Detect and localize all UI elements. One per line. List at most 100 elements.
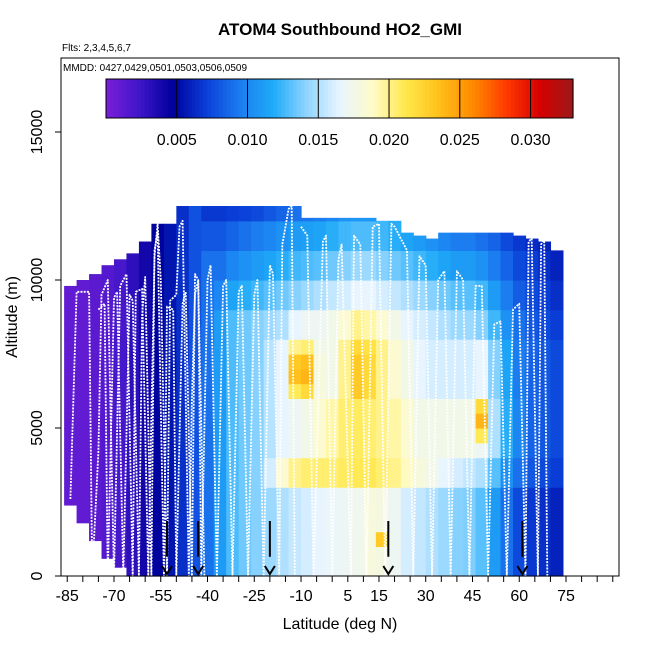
heatmap-cell: [76, 294, 90, 311]
heatmap-cell: [463, 250, 477, 266]
heatmap-cell: [537, 516, 552, 533]
heatmap-cell: [126, 265, 140, 281]
colorbar-segment: [203, 79, 208, 118]
heatmap-cell: [325, 398, 340, 414]
heatmap-cell: [64, 309, 78, 325]
heatmap-cell: [76, 383, 90, 399]
heatmap-cell: [388, 502, 402, 518]
heatmap-cell: [89, 487, 103, 503]
heatmap-cell: [263, 294, 277, 311]
heatmap-cell: [463, 354, 477, 370]
colorbar-segment: [355, 79, 360, 118]
colorbar-segment: [183, 79, 189, 118]
heatmap-cell: [64, 442, 78, 459]
colorbar-segment: [421, 79, 426, 118]
heatmap-cell: [301, 309, 315, 325]
heatmap-cell: [238, 265, 252, 281]
heatmap-cell: [475, 502, 489, 518]
flight-track-line: [97, 231, 206, 577]
heatmap-cell: [388, 413, 402, 429]
colorbar-segment: [553, 79, 559, 118]
heatmap-cell: [375, 368, 389, 385]
heatmap-cell: [413, 368, 427, 385]
heatmap-cell: [350, 398, 364, 414]
heatmap-cell: [500, 442, 514, 459]
heatmap-cell: [388, 368, 402, 385]
heatmap-cell: [213, 265, 227, 281]
heatmap-cell: [163, 428, 177, 444]
heatmap-cell: [263, 354, 277, 370]
heatmap-cell: [226, 235, 240, 251]
heatmap-cell: [76, 413, 90, 429]
x-tick-label: -25: [243, 588, 266, 605]
heatmap-cell: [226, 339, 240, 355]
heatmap-cell: [301, 398, 315, 414]
colorbar-segment: [109, 79, 115, 118]
flight-track-line: [300, 222, 549, 577]
heatmap-cell: [288, 354, 302, 370]
heatmap-cell: [450, 413, 464, 429]
heatmap-cell: [438, 294, 452, 311]
colorbar-segment: [456, 79, 461, 118]
colorbar-segment: [113, 79, 119, 118]
heatmap-cell: [475, 309, 489, 325]
arrow-head: [382, 565, 395, 576]
heatmap-cell: [413, 487, 427, 503]
heatmap-cell: [550, 339, 564, 355]
heatmap-cell: [375, 561, 389, 577]
colorbar-segment: [230, 79, 236, 118]
heatmap-cell: [76, 354, 90, 370]
heatmap-cell: [64, 368, 78, 385]
heatmap-cell: [238, 383, 252, 399]
heatmap-cell: [400, 309, 414, 325]
heatmap-cell: [238, 354, 252, 370]
heatmap-cell: [176, 487, 190, 503]
heatmap-cell: [113, 561, 128, 568]
heatmap-cell: [64, 324, 78, 340]
heatmap-cell: [438, 324, 452, 340]
colorbar-segment: [386, 79, 391, 118]
heatmap-cell: [537, 487, 552, 503]
heatmap-cell: [375, 472, 389, 488]
colorbar-segment: [557, 79, 562, 118]
colorbar: [105, 78, 574, 119]
heatmap-cell: [76, 339, 90, 355]
y-tick-label: 5000: [29, 410, 46, 446]
heatmap-cell: [201, 561, 215, 577]
heatmap-cell: [475, 339, 489, 355]
x-tick-label: -10: [289, 588, 312, 605]
heatmap-cell: [375, 442, 389, 459]
heatmap-cell: [276, 309, 290, 325]
heatmap-cell: [550, 383, 564, 399]
heatmap-cell: [263, 220, 277, 237]
heatmap-cell: [251, 546, 265, 562]
heatmap-cell: [388, 531, 402, 547]
heatmap-cell: [313, 561, 327, 577]
heatmap-cell: [475, 232, 489, 237]
colorbar-segment: [222, 79, 228, 118]
colorbar-segment: [226, 79, 232, 118]
heatmap-cell: [213, 309, 227, 325]
colorbar-segment: [545, 79, 551, 118]
colorbar-segment: [168, 79, 173, 118]
heatmap-cell: [338, 442, 352, 459]
colorbar-segment: [537, 79, 543, 118]
heatmap-cell: [363, 442, 377, 459]
heatmap-cell: [151, 561, 165, 577]
heatmap-cell: [450, 502, 464, 518]
heatmap-cell: [475, 546, 489, 562]
heatmap-cell: [301, 531, 315, 547]
heatmap-cell: [338, 250, 352, 266]
heatmap-cell: [525, 561, 539, 577]
heatmap-cell: [301, 502, 315, 518]
colorbar-tick-label: 0.010: [227, 132, 267, 149]
heatmap-cell: [213, 398, 227, 414]
heatmap-cell: [425, 339, 439, 355]
heatmap-cell: [350, 442, 364, 459]
colorbar-segment: [440, 79, 446, 118]
heatmap-cell: [375, 280, 389, 296]
heatmap-cell: [500, 354, 514, 370]
heatmap-cell: [238, 561, 252, 577]
heatmap-cell: [89, 339, 103, 355]
heatmap-cell: [375, 324, 389, 340]
